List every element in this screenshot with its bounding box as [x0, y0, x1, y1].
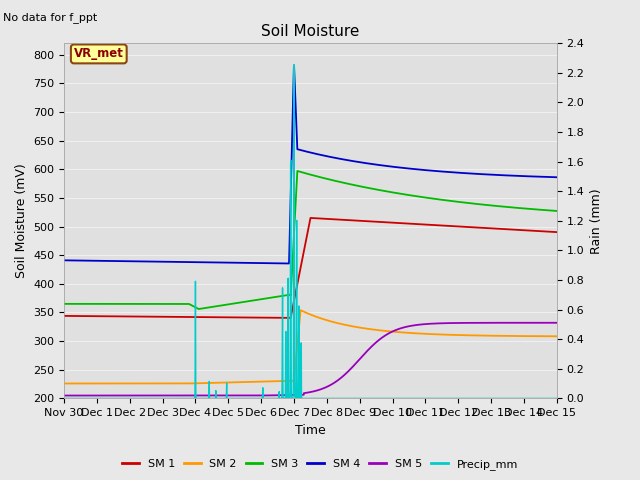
Title: Soil Moisture: Soil Moisture [261, 24, 360, 39]
Text: VR_met: VR_met [74, 48, 124, 60]
Legend: SM 1, SM 2, SM 3, SM 4, SM 5, Precip_mm: SM 1, SM 2, SM 3, SM 4, SM 5, Precip_mm [118, 455, 522, 474]
Y-axis label: Soil Moisture (mV): Soil Moisture (mV) [15, 163, 28, 278]
Y-axis label: Rain (mm): Rain (mm) [590, 188, 603, 253]
Text: No data for f_ppt: No data for f_ppt [3, 12, 97, 23]
X-axis label: Time: Time [295, 424, 326, 437]
